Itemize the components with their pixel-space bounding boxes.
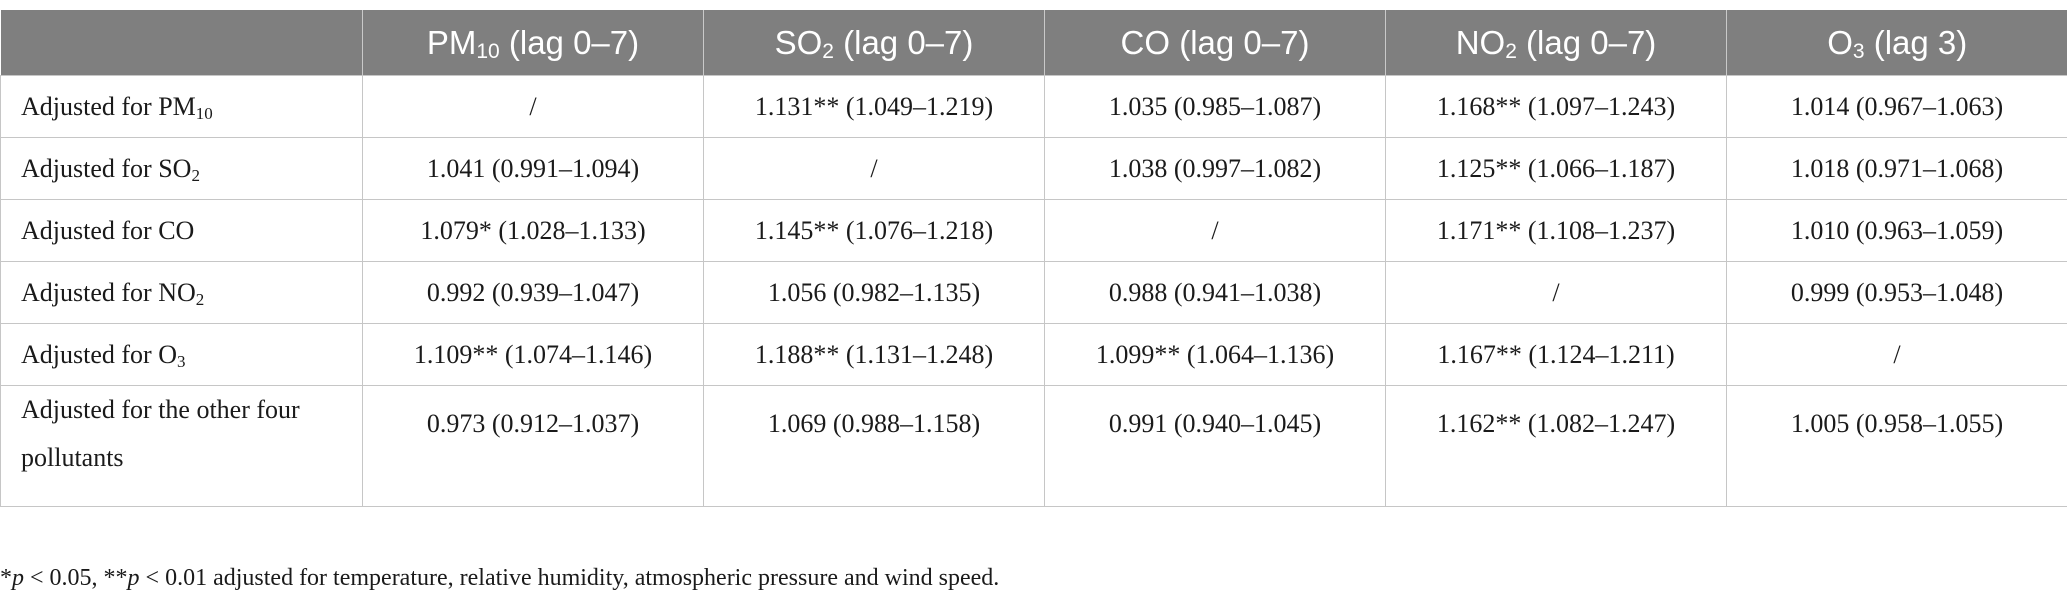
table-cell: 1.035 (0.985–1.087) (1044, 75, 1386, 138)
row-label-subscript: 10 (195, 103, 213, 123)
table-cell: 0.992 (0.939–1.047) (362, 261, 704, 324)
row-label-subscript: 3 (176, 351, 186, 371)
header-lag: (lag 0–7) (833, 23, 974, 61)
footnote-text: < 0.05, ** (24, 565, 128, 591)
table-cell: 1.014 (0.967–1.063) (1726, 75, 2067, 138)
row-label: Adjusted for PM10 (0, 75, 363, 138)
header-row: PM10 (lag 0–7) SO2 (lag 0–7) CO (lag 0–7… (0, 10, 2067, 76)
row-label-subscript: 2 (191, 165, 200, 185)
table-cell: 0.999 (0.953–1.048) (1726, 261, 2067, 324)
footnote-text: < 0.01 adjusted for temperature, relativ… (139, 565, 1000, 591)
table-cell: / (703, 137, 1045, 200)
header-subscript: 10 (476, 39, 500, 63)
table-row: Adjusted for NO2 0.992 (0.939–1.047) 1.0… (0, 261, 2067, 324)
header-subscript: 2 (1505, 39, 1517, 63)
header-cell-so2: SO2 (lag 0–7) (703, 10, 1045, 76)
table-row: Adjusted for the other four pollutants 0… (0, 385, 2067, 507)
table-cell: / (362, 75, 704, 138)
header-cell-co: CO (lag 0–7) (1044, 10, 1386, 76)
header-subscript: 2 (822, 39, 834, 63)
table-cell: 1.041 (0.991–1.094) (362, 137, 704, 200)
header-subscript: 3 (1852, 39, 1865, 63)
footnote-star: * (0, 565, 12, 591)
header-label: NO (1455, 23, 1506, 61)
results-table: PM10 (lag 0–7) SO2 (lag 0–7) CO (lag 0–7… (0, 10, 2067, 507)
table-cell: 0.991 (0.940–1.045) (1044, 385, 1386, 507)
header-cell-no2: NO2 (lag 0–7) (1385, 10, 1727, 76)
table-cell: / (1726, 323, 2067, 386)
header-lag: (lag 0–7) (1516, 23, 1657, 61)
header-lag: (lag 0–7) (1170, 23, 1310, 61)
table-cell: 1.038 (0.997–1.082) (1044, 137, 1386, 200)
footnote-p: p (127, 565, 140, 591)
table-row: Adjusted for CO 1.079* (1.028–1.133) 1.1… (0, 199, 2067, 262)
row-label-text: Adjusted for NO (21, 277, 196, 307)
table-cell: 1.167** (1.124–1.211) (1385, 323, 1727, 386)
row-label: Adjusted for CO (0, 199, 363, 262)
table-cell: / (1385, 261, 1727, 324)
header-cell-empty (0, 10, 363, 76)
table-cell: 1.171** (1.108–1.237) (1385, 199, 1727, 262)
header-lag: (lag 3) (1864, 23, 1968, 61)
row-label-text: Adjusted for SO (21, 153, 192, 183)
row-label-text: Adjusted for the other four pollutants (21, 395, 300, 472)
table-row: Adjusted for SO2 1.041 (0.991–1.094) / 1… (0, 137, 2067, 200)
table-cell: 1.168** (1.097–1.243) (1385, 75, 1727, 138)
table-footnote: *p < 0.05, **p < 0.01 adjusted for tempe… (0, 565, 999, 592)
table-cell: 1.018 (0.971–1.068) (1726, 137, 2067, 200)
header-label: SO (774, 23, 823, 61)
table-cell: 1.145** (1.076–1.218) (703, 199, 1045, 262)
table-row: Adjusted for O3 1.109** (1.074–1.146) 1.… (0, 323, 2067, 386)
footnote-p: p (12, 565, 24, 591)
header-cell-o3: O3 (lag 3) (1726, 10, 2067, 76)
row-label: Adjusted for SO2 (0, 137, 363, 200)
table-cell: 1.125** (1.066–1.187) (1385, 137, 1727, 200)
header-cell-pm10: PM10 (lag 0–7) (362, 10, 704, 76)
table-cell: 0.988 (0.941–1.038) (1044, 261, 1386, 324)
table-cell: 0.973 (0.912–1.037) (362, 385, 704, 507)
table-cell: 1.056 (0.982–1.135) (703, 261, 1045, 324)
table-cell: 1.069 (0.988–1.158) (703, 385, 1045, 507)
table-cell: / (1044, 199, 1386, 262)
header-label: PM (426, 23, 477, 61)
row-label-text: Adjusted for O (21, 339, 177, 369)
table-cell: 1.099** (1.064–1.136) (1044, 323, 1386, 386)
table-cell: 1.109** (1.074–1.146) (362, 323, 704, 386)
table-cell: 1.079* (1.028–1.133) (362, 199, 704, 262)
table-cell: 1.005 (0.958–1.055) (1726, 385, 2067, 507)
header-label: O (1827, 23, 1853, 61)
table-cell: 1.010 (0.963–1.059) (1726, 199, 2067, 262)
table-row: Adjusted for PM10 / 1.131** (1.049–1.219… (0, 75, 2067, 138)
row-label: Adjusted for the other four pollutants (0, 385, 363, 507)
row-label: Adjusted for O3 (0, 323, 363, 386)
table-cell: 1.131** (1.049–1.219) (703, 75, 1045, 138)
header-lag: (lag 0–7) (499, 23, 640, 61)
row-label-subscript: 2 (195, 289, 205, 309)
header-label: CO (1120, 23, 1171, 61)
row-label: Adjusted for NO2 (0, 261, 363, 324)
row-label-text: Adjusted for CO (21, 215, 195, 245)
table-cell: 1.162** (1.082–1.247) (1385, 385, 1727, 507)
row-label-text: Adjusted for PM (21, 91, 196, 121)
table-cell: 1.188** (1.131–1.248) (703, 323, 1045, 386)
